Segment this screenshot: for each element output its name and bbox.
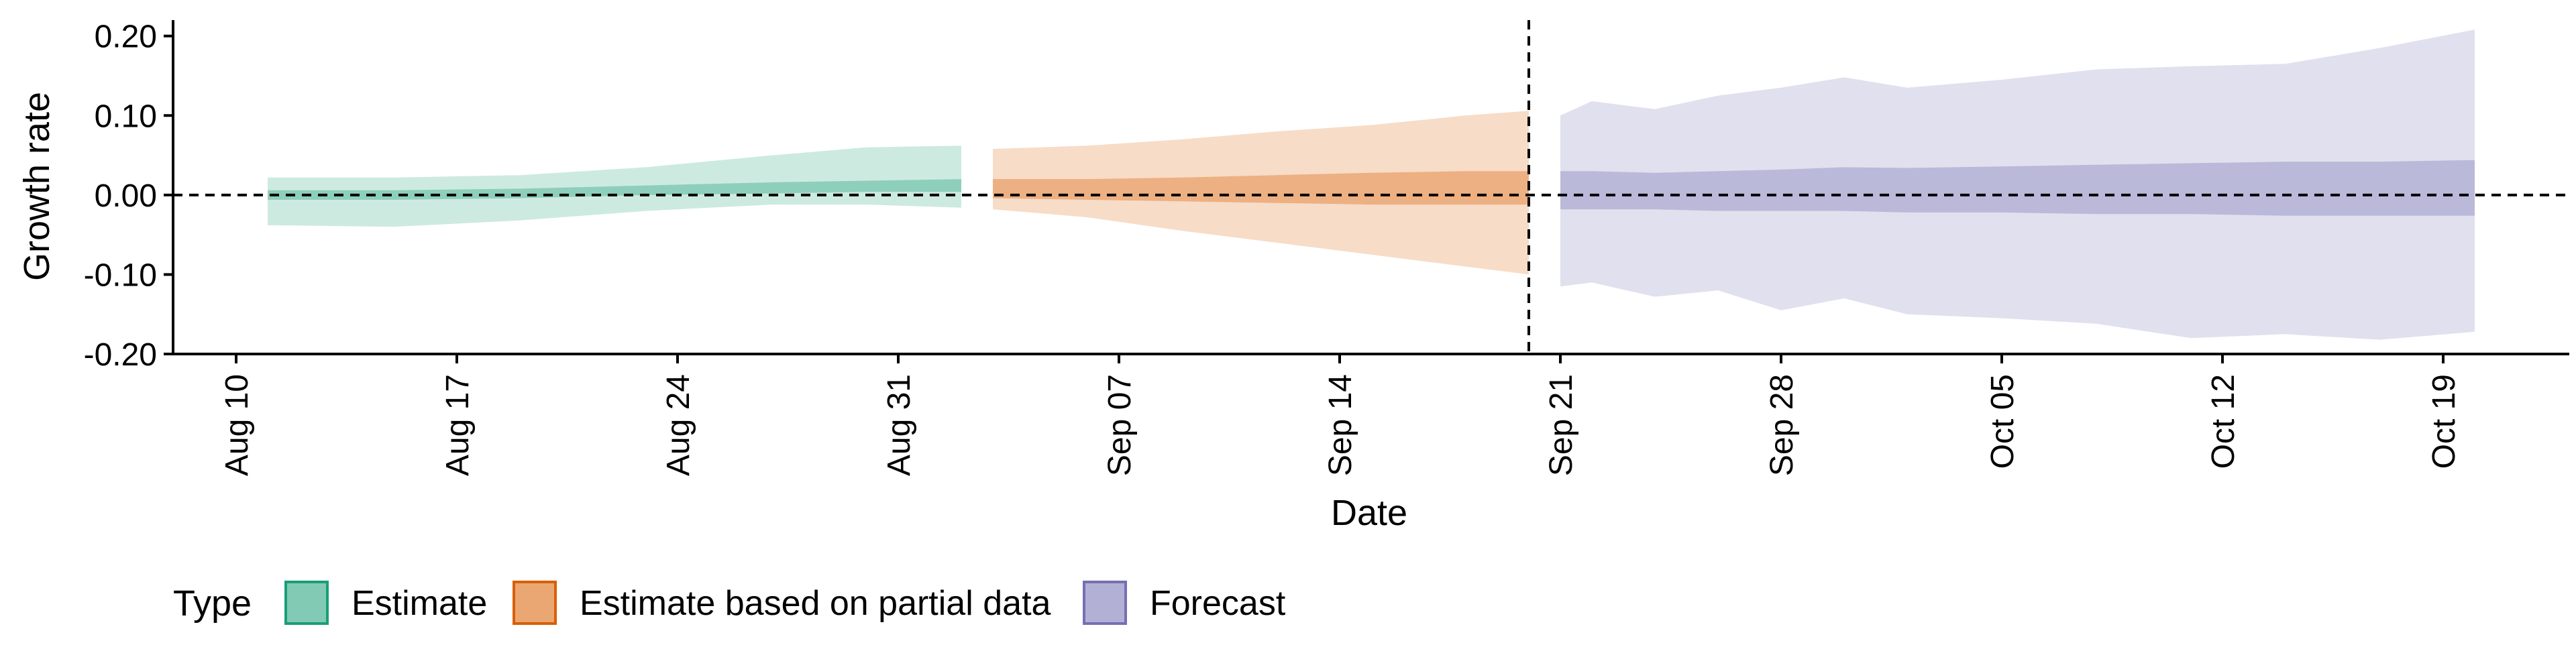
x-tick-label: Oct 19 bbox=[2426, 374, 2462, 469]
bands-layer bbox=[268, 30, 2475, 340]
x-tick-label: Sep 28 bbox=[1764, 374, 1800, 476]
axes: -0.20 -0.10 0.00 0.10 0.20 Aug 10 Aug 17 Aug 24… bbox=[84, 19, 2569, 476]
x-tick-label: Sep 14 bbox=[1323, 374, 1358, 476]
legend-label-estimate: Estimate bbox=[352, 584, 487, 623]
estimate-outer-band bbox=[268, 145, 961, 227]
y-axis-title: Growth rate bbox=[17, 92, 57, 281]
x-tick-label: Sep 07 bbox=[1102, 374, 1138, 476]
legend-key-estimate-based-on-partial-data bbox=[513, 581, 557, 625]
x-axis-title: Date bbox=[1331, 493, 1407, 533]
estimate-inner-band bbox=[268, 179, 961, 200]
legend-label-forecast: Forecast bbox=[1150, 584, 1286, 623]
reference-lines bbox=[173, 20, 2569, 354]
x-tick-label: Aug 31 bbox=[881, 374, 917, 476]
y-tick-label: 0.20 bbox=[95, 19, 157, 55]
legend: Type Estimate Estimate based on partial d… bbox=[173, 581, 1286, 625]
legend-label-estimate-based-on-partial-data: Estimate based on partial data bbox=[580, 584, 1051, 623]
x-tick-label: Oct 12 bbox=[2206, 374, 2241, 469]
estimate-based-on-partial-data-outer-band bbox=[993, 111, 1529, 275]
forecast-outer-band bbox=[1560, 30, 2475, 340]
y-tick-label: -0.10 bbox=[84, 257, 157, 293]
x-tick-label: Aug 24 bbox=[661, 374, 696, 476]
x-tick-label: Sep 21 bbox=[1544, 374, 1579, 476]
legend-key-estimate bbox=[284, 581, 329, 625]
x-tick-label: Oct 05 bbox=[1985, 374, 2021, 469]
legend-key-forecast bbox=[1083, 581, 1127, 625]
y-tick-label: 0.10 bbox=[95, 99, 157, 134]
y-tick-label: 0.00 bbox=[95, 178, 157, 214]
forecast-inner-band bbox=[1560, 160, 2475, 216]
x-tick-label: Aug 17 bbox=[440, 374, 476, 476]
x-tick-label: Aug 10 bbox=[219, 374, 255, 476]
y-tick-label: -0.20 bbox=[84, 337, 157, 373]
legend-title: Type bbox=[173, 583, 252, 624]
